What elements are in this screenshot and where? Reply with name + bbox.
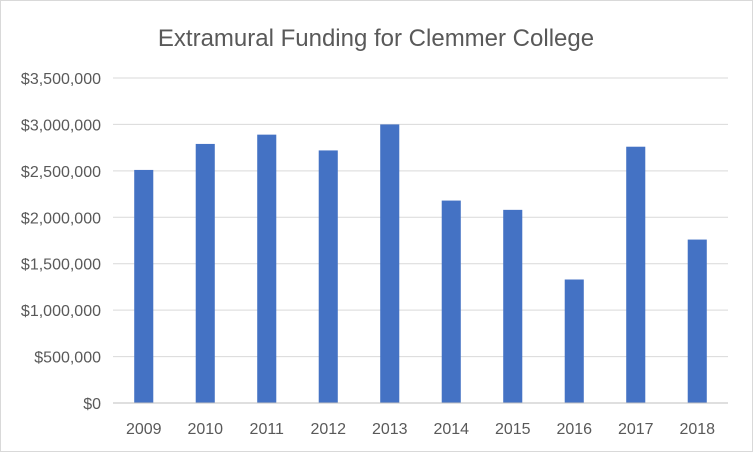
bar-2009 [134,169,154,403]
bar-2012 [318,150,338,403]
bar-2016 [564,279,584,403]
y-tick-label: $3,500,000 [21,71,101,88]
x-tick-label: 2010 [187,421,223,438]
x-tick-label: 2013 [372,421,408,438]
y-tick-label: $500,000 [34,350,101,367]
y-tick-label: $2,000,000 [21,210,101,227]
bar-2017 [626,146,646,403]
bar-2013 [380,124,400,403]
bar-2014 [441,200,461,403]
bar-2018 [687,239,707,403]
x-tick-label: 2014 [433,421,469,438]
y-tick-label: $1,000,000 [21,303,101,320]
x-tick-label: 2009 [126,421,162,438]
x-tick-label: 2012 [310,421,346,438]
y-tick-label: $2,500,000 [21,164,101,181]
bar-2015 [503,209,523,403]
x-tick-label: 2011 [250,421,285,438]
y-tick-label: $3,000,000 [21,117,101,134]
bar-2011 [257,134,277,403]
gridlines [113,77,728,358]
x-tick-label: 2016 [556,421,592,438]
bars [134,124,707,403]
x-tick-label: 2015 [495,421,531,438]
y-axis-tick-labels: $0 $500,000 $1,000,000 $1,500,000 $2,000,000… [21,71,101,413]
x-axis-tick-labels: 2009 2010 2011 2012 2013 2014 2015 2016 2017 2018 [126,421,715,438]
bar-2010 [195,143,215,403]
x-tick-label: 2018 [679,421,715,438]
chart-title: Extramural Funding for Clemmer College [158,25,594,52]
x-tick-label: 2017 [618,421,654,438]
y-tick-label: $1,500,000 [21,257,101,274]
y-tick-label: $0 [83,396,101,413]
